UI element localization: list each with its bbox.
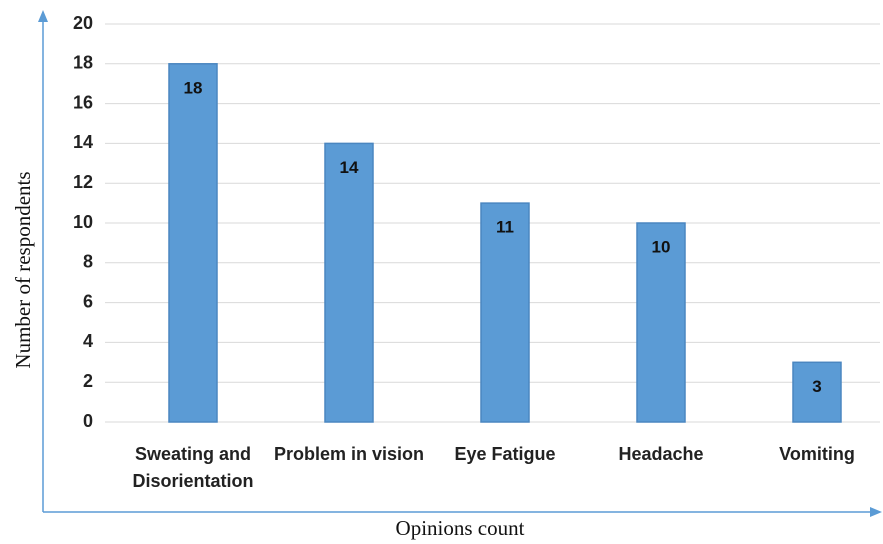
bar [324, 142, 374, 423]
y-tick-label: 14 [73, 132, 93, 152]
value-label: 14 [340, 158, 359, 177]
y-tick-label: 2 [83, 371, 93, 391]
x-tick-label: Problem in vision [273, 444, 425, 464]
value-label: 10 [652, 237, 671, 256]
x-tick-label: Sweating and Disorientation [132, 444, 254, 491]
x-tick-label: Eye Fatigue [454, 444, 556, 464]
y-tick-label: 6 [83, 291, 93, 311]
x-tick-label: Headache [618, 444, 704, 464]
y-tick-label: 20 [73, 13, 93, 33]
y-tick-label: 12 [73, 172, 93, 192]
y-tick-label: 4 [83, 331, 93, 351]
bar [792, 361, 842, 423]
bar [168, 63, 218, 423]
y-tick-label: 18 [73, 53, 93, 73]
axis-arrow [870, 507, 882, 517]
y-tick-label: 10 [73, 212, 93, 232]
value-label: 18 [184, 78, 203, 97]
x-tick-label: Vomiting [779, 444, 855, 464]
axis-arrow [38, 10, 48, 22]
bar [480, 202, 530, 423]
y-tick-label: 0 [83, 411, 93, 431]
value-label: 3 [812, 377, 821, 396]
bar [636, 222, 686, 423]
value-label: 11 [496, 218, 514, 237]
y-tick-label: 8 [83, 252, 93, 272]
x-axis-title: Opinions count [396, 516, 525, 540]
y-axis-title: Number of respondents [11, 171, 35, 368]
y-tick-label: 16 [73, 92, 93, 112]
